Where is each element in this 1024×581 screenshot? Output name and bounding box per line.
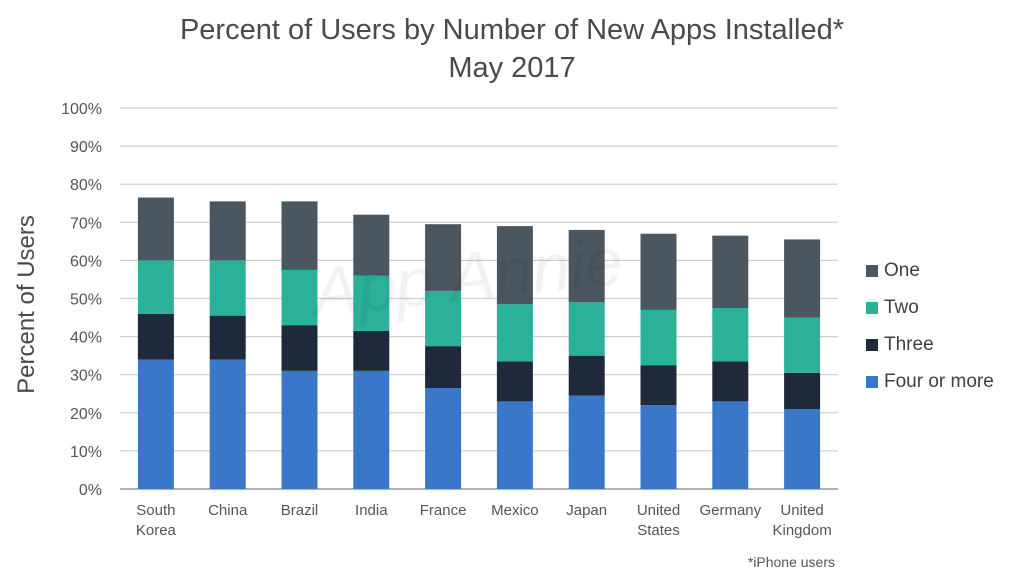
x-tick-label: Mexico xyxy=(491,502,539,519)
y-tick-label: 20% xyxy=(70,406,102,423)
bar-segment xyxy=(137,197,174,261)
bar-segment xyxy=(353,275,390,331)
bar-segment xyxy=(281,269,318,326)
bar-segment xyxy=(353,214,390,276)
bar-segment xyxy=(712,308,749,362)
legend-item: One xyxy=(866,252,994,289)
bar-segment xyxy=(425,346,462,389)
legend-label: Three xyxy=(884,333,934,355)
y-tick-label: 60% xyxy=(70,253,102,270)
bar-segment xyxy=(784,408,821,489)
bar-segment xyxy=(209,359,246,489)
bar-segment xyxy=(640,405,677,489)
x-tick-label: Korea xyxy=(136,522,177,539)
chart-subtitle: May 2017 xyxy=(448,52,576,84)
y-tick-label: 10% xyxy=(70,444,102,461)
y-tick-label: 90% xyxy=(70,139,102,156)
bar-segment xyxy=(209,201,246,261)
x-tick-label: China xyxy=(208,502,248,519)
x-tick-label: India xyxy=(355,502,388,519)
bar-segment xyxy=(209,315,246,360)
bar-segment xyxy=(496,226,533,305)
x-tick-label: South xyxy=(136,502,175,519)
bar-segment xyxy=(425,290,462,347)
y-tick-label: 0% xyxy=(79,482,102,499)
y-tick-label: 30% xyxy=(70,368,102,385)
bar-segment xyxy=(712,361,749,402)
bar-segment xyxy=(281,370,318,489)
chart-title: Percent of Users by Number of New Apps I… xyxy=(179,14,845,46)
y-tick-label: 50% xyxy=(70,292,102,309)
bar-segment xyxy=(712,235,749,309)
bar-segment xyxy=(568,229,605,303)
legend-item: Two xyxy=(866,289,994,326)
bar-segment xyxy=(353,370,390,489)
bar-segment xyxy=(496,401,533,489)
bar-segment xyxy=(209,260,246,316)
bar-segment xyxy=(137,359,174,489)
bar-segment xyxy=(281,325,318,371)
footnote: *iPhone users xyxy=(747,554,835,570)
bar-segment xyxy=(784,317,821,373)
legend-label: One xyxy=(884,259,920,281)
y-tick-label: 70% xyxy=(70,215,102,232)
bar-segment xyxy=(640,365,677,406)
bar-segment xyxy=(568,302,605,356)
legend-item: Three xyxy=(866,326,994,363)
x-tick-label: Brazil xyxy=(281,502,319,519)
legend-swatch xyxy=(866,375,878,388)
bar-segment xyxy=(568,355,605,396)
bar-segment xyxy=(784,239,821,318)
x-tick-label: Germany xyxy=(699,502,761,519)
legend-label: Four or more xyxy=(884,370,994,392)
bar-segment xyxy=(137,313,174,360)
legend-swatch xyxy=(866,338,878,351)
bar-segment xyxy=(353,330,390,371)
x-tick-label: France xyxy=(420,502,467,519)
y-tick-label: 80% xyxy=(70,177,102,194)
bar-segment xyxy=(568,395,605,489)
chart-legend: One Two Three Four or more xyxy=(866,252,994,400)
legend-label: Two xyxy=(884,296,919,318)
x-tick-label: United xyxy=(637,502,680,519)
bar-segment xyxy=(640,309,677,366)
bar-segment xyxy=(425,224,462,291)
bar-segment xyxy=(137,260,174,314)
y-tick-label: 100% xyxy=(61,101,102,118)
bar-segment xyxy=(496,361,533,402)
x-tick-label: States xyxy=(637,522,680,539)
bar-segment xyxy=(784,372,821,409)
bar-segment xyxy=(281,201,318,270)
legend-item: Four or more xyxy=(866,363,994,400)
legend-swatch xyxy=(866,301,878,314)
bar-segment xyxy=(425,388,462,489)
bar-segment xyxy=(640,233,677,310)
legend-swatch xyxy=(866,264,878,277)
bar-segment xyxy=(496,304,533,362)
y-axis-label: Percent of Users xyxy=(13,215,40,394)
x-tick-label: Japan xyxy=(566,502,607,519)
x-tick-label: Kingdom xyxy=(772,522,831,539)
bar-segment xyxy=(712,401,749,489)
y-tick-label: 40% xyxy=(70,330,102,347)
x-tick-label: United xyxy=(780,502,823,519)
